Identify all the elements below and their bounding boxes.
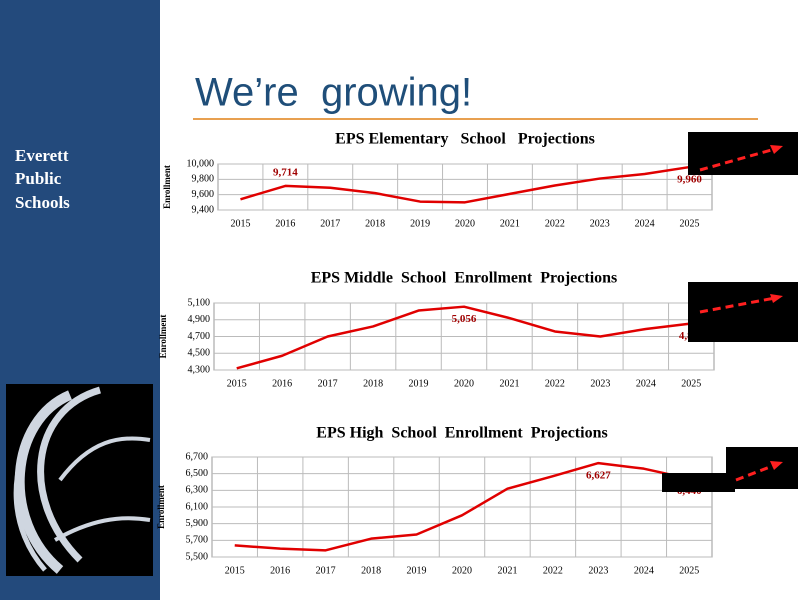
x-tick-label: 2017 xyxy=(316,565,336,576)
x-tick-label: 2021 xyxy=(497,565,517,576)
y-tick-label: 6,300 xyxy=(186,485,209,496)
x-tick-label: 2023 xyxy=(588,565,608,576)
x-tick-label: 2025 xyxy=(679,565,699,576)
x-tick-label: 2022 xyxy=(543,565,563,576)
x-tick-label: 2019 xyxy=(407,565,427,576)
org-name: Everett xyxy=(15,146,69,165)
x-tick-label: 2018 xyxy=(363,378,383,389)
x-tick-label: 2015 xyxy=(225,565,245,576)
x-tick-label: 2025 xyxy=(681,378,701,389)
x-tick-label: 2018 xyxy=(365,218,385,229)
x-tick-label: 2016 xyxy=(272,378,292,389)
y-tick-label: 4,900 xyxy=(188,314,211,325)
x-tick-label: 2023 xyxy=(590,378,610,389)
x-tick-label: 2025 xyxy=(680,218,700,229)
y-tick-label: 9,400 xyxy=(192,204,215,215)
y-tick-label: 10,000 xyxy=(187,158,215,169)
x-tick-label: 2020 xyxy=(455,218,475,229)
org-name: Public xyxy=(15,169,62,188)
x-tick-label: 2023 xyxy=(590,218,610,229)
x-tick-label: 2020 xyxy=(452,565,472,576)
value-label: 5,056 xyxy=(452,313,477,325)
value-label: 9,714 xyxy=(273,166,298,178)
y-tick-label: 9,600 xyxy=(192,189,215,200)
y-tick-label: 5,900 xyxy=(186,518,209,529)
y-axis-label: Enrollment xyxy=(162,165,172,209)
x-tick-label: 2017 xyxy=(318,378,338,389)
x-tick-label: 2024 xyxy=(634,565,654,576)
x-tick-label: 2021 xyxy=(500,218,520,229)
x-tick-label: 2024 xyxy=(635,218,655,229)
x-tick-label: 2016 xyxy=(275,218,295,229)
y-tick-label: 6,500 xyxy=(186,468,209,479)
y-axis-label: Enrollment xyxy=(158,315,168,359)
y-tick-label: 6,700 xyxy=(186,451,209,462)
org-name: Schools xyxy=(15,193,70,212)
y-tick-label: 5,100 xyxy=(188,297,211,308)
y-tick-label: 4,300 xyxy=(188,364,211,375)
overlay xyxy=(662,132,798,492)
heading: We’re growing! xyxy=(195,71,472,115)
x-tick-label: 2016 xyxy=(270,565,290,576)
x-tick-label: 2021 xyxy=(499,378,519,389)
x-tick-label: 2022 xyxy=(545,378,565,389)
chart-title: EPS Elementary School Projections xyxy=(335,131,595,148)
y-tick-label: 4,700 xyxy=(188,331,211,342)
x-tick-label: 2015 xyxy=(227,378,247,389)
value-label: 9,960 xyxy=(677,174,702,186)
y-tick-label: 6,100 xyxy=(186,501,209,512)
chart-title: EPS Middle School Enrollment Projections xyxy=(311,270,618,287)
x-tick-label: 2017 xyxy=(320,218,340,229)
y-tick-label: 5,700 xyxy=(186,535,209,546)
x-tick-label: 2020 xyxy=(454,378,474,389)
charts: EPS Elementary School Projections Enrollm… xyxy=(156,131,715,576)
line-series xyxy=(236,305,692,370)
x-tick-label: 2018 xyxy=(361,565,381,576)
x-tick-label: 2022 xyxy=(545,218,565,229)
y-tick-label: 9,800 xyxy=(192,174,215,185)
x-tick-label: 2024 xyxy=(636,378,656,389)
x-tick-label: 2019 xyxy=(410,218,430,229)
y-axis-label: Enrollment xyxy=(156,485,166,529)
value-label: 6,627 xyxy=(586,470,611,482)
x-tick-label: 2019 xyxy=(409,378,429,389)
y-tick-label: 5,500 xyxy=(186,551,209,562)
logo xyxy=(6,384,153,576)
line-series xyxy=(240,165,690,204)
x-tick-label: 2015 xyxy=(230,218,250,229)
y-tick-label: 4,500 xyxy=(188,348,211,359)
chart-title: EPS High School Enrollment Projections xyxy=(316,425,607,442)
line-series xyxy=(234,461,690,552)
